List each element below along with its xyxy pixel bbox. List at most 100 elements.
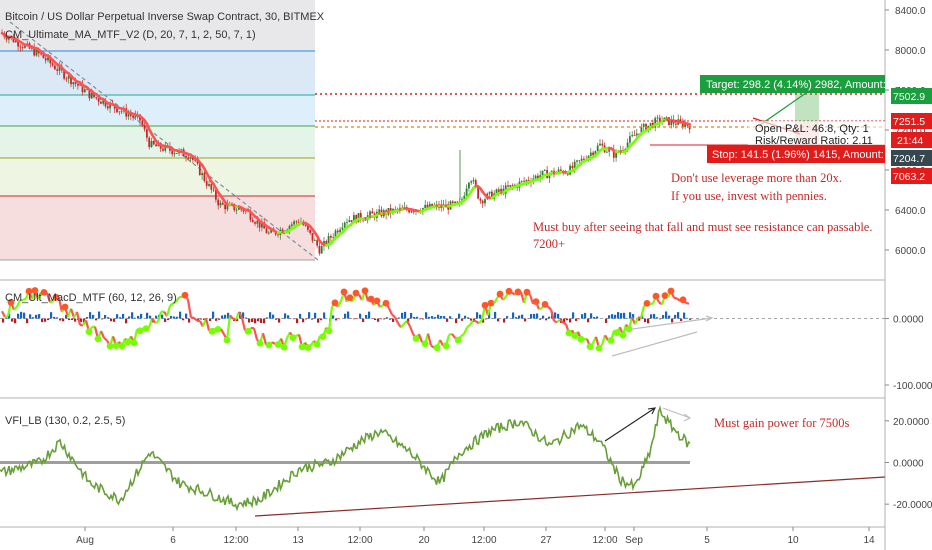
candle xyxy=(539,175,542,179)
candle xyxy=(313,240,316,241)
macd-histogram-bar xyxy=(275,318,278,320)
macd-histogram-bar xyxy=(107,317,110,319)
open-pnl-text: Open P&L: 46.8, Qty: 1 xyxy=(755,123,869,135)
macd-histogram-bar xyxy=(131,312,134,319)
candle xyxy=(132,115,134,118)
macd-histogram-bar xyxy=(305,318,308,320)
macd-line-segment xyxy=(682,299,687,304)
macd-panel[interactable]: 0.0000 -100.0000 xyxy=(0,287,932,392)
macd-histogram-bar xyxy=(650,314,653,319)
candle xyxy=(155,144,157,147)
candle xyxy=(454,201,456,204)
macd-histogram-bar xyxy=(23,312,26,319)
macd-histogram-bar xyxy=(566,318,569,321)
macd-line-segment xyxy=(120,338,127,347)
macd-line-segment xyxy=(466,324,471,329)
target-text: Target: 298.2 (4.14%) 2982, Amount: 1 xyxy=(706,79,895,91)
price-panel[interactable] xyxy=(0,29,692,256)
macd-line-segment xyxy=(261,332,268,345)
macd-line-segment xyxy=(502,295,507,301)
candle xyxy=(19,46,22,48)
chart-title: Bitcoin / US Dollar Perpetual Inverse Sw… xyxy=(5,11,325,23)
macd-line-segment xyxy=(88,326,93,333)
buy-note-line2[interactable]: 7200+ xyxy=(533,237,565,251)
macd-line-segment xyxy=(247,327,252,333)
macd-histogram-bar xyxy=(356,318,359,320)
macd-line-segment xyxy=(538,306,543,311)
candle xyxy=(631,135,634,137)
candle xyxy=(534,175,537,179)
macd-line-segment xyxy=(451,333,456,339)
macd-histogram-bar xyxy=(38,314,41,319)
trend-line[interactable] xyxy=(624,317,713,331)
macd-histogram-bar xyxy=(413,317,416,319)
macd-histogram-bar xyxy=(41,318,44,323)
candle xyxy=(187,157,190,159)
candle xyxy=(212,189,215,191)
buy-note-line1[interactable]: Must buy after seeing that fall and must… xyxy=(533,220,872,234)
macd-line-segment xyxy=(43,291,48,295)
macd-histogram-bar xyxy=(410,312,413,319)
candle xyxy=(336,230,339,233)
candle xyxy=(95,97,98,99)
macd-line-segment xyxy=(553,319,558,324)
macd-histogram-bar xyxy=(353,318,356,320)
time-axis-label: 12:00 xyxy=(347,535,372,546)
candle xyxy=(665,117,668,118)
candle xyxy=(681,121,684,127)
time-axis-label: 12:00 xyxy=(223,535,248,546)
macd-histogram-bar xyxy=(575,318,578,321)
candle xyxy=(5,36,8,40)
trend-line[interactable] xyxy=(611,331,698,357)
vfi-arrow[interactable] xyxy=(604,407,656,442)
candle xyxy=(217,199,220,206)
macd-histogram-bar xyxy=(593,317,596,319)
candle xyxy=(456,201,459,203)
macd-histogram-bar xyxy=(89,312,92,319)
candle xyxy=(633,135,636,136)
stop-label[interactable]: Stop: 141.5 (1.96%) 1415, Amount: 8 xyxy=(707,145,893,163)
candle xyxy=(640,126,643,135)
vfi-axis-label: 20.0000 xyxy=(893,417,930,428)
candle xyxy=(543,169,546,171)
candle xyxy=(171,150,174,155)
macd-line-segment xyxy=(139,327,144,332)
macd-line-segment xyxy=(4,315,9,319)
macd-histogram-bar xyxy=(374,318,377,321)
vfi-panel[interactable]: 20.0000 0.0000 -20.0000 xyxy=(0,405,932,517)
vfi-support-trendline[interactable] xyxy=(254,476,886,517)
macd-histogram-bar xyxy=(479,314,482,319)
macd-histogram-bar xyxy=(431,316,434,319)
macd-histogram-bar xyxy=(113,318,116,322)
price-axis[interactable]: 8400.08000.07600.07200.06800.06400.06000… xyxy=(885,6,926,257)
fibonacci-retracement[interactable] xyxy=(0,0,319,261)
macd-histogram-bar xyxy=(242,312,245,319)
candle xyxy=(573,161,576,169)
macd-line-segment xyxy=(379,304,384,309)
leverage-note-line2[interactable]: If you use, invest with pennies. xyxy=(671,189,827,203)
candle xyxy=(412,211,415,213)
candle xyxy=(54,65,56,70)
macd-histogram-bar xyxy=(677,312,680,319)
candle xyxy=(120,111,123,113)
gain-power-note[interactable]: Must gain power for 7500s xyxy=(714,416,850,430)
time-axis-label: 5 xyxy=(704,535,710,546)
target-label[interactable]: Target: 298.2 (4.14%) 2982, Amount: 1 xyxy=(700,75,895,93)
leverage-note-line1[interactable]: Don't use leverage more than 20x. xyxy=(671,171,842,185)
candle xyxy=(357,213,360,223)
candle xyxy=(175,153,178,155)
time-axis[interactable]: Aug 6 12:00 13 12:00 20 12:00 27 12:00 Sep 5 10 14 xyxy=(76,527,875,546)
vfi-trend-arrow[interactable] xyxy=(662,407,691,419)
macd-histogram-bar xyxy=(689,318,692,320)
open-pnl-label[interactable]: Open P&L: 46.8, Qty: 1 Risk/Reward Ratio… xyxy=(748,121,885,147)
macd-line-segment xyxy=(460,332,465,338)
candle xyxy=(148,137,151,148)
macd-histogram-bar xyxy=(530,314,533,319)
candle xyxy=(520,180,523,182)
macd-histogram-bar xyxy=(314,312,317,319)
macd-histogram-bar xyxy=(83,318,86,323)
macd-histogram-bar xyxy=(17,313,20,319)
candle xyxy=(86,89,88,91)
macd-line-segment xyxy=(184,294,189,301)
